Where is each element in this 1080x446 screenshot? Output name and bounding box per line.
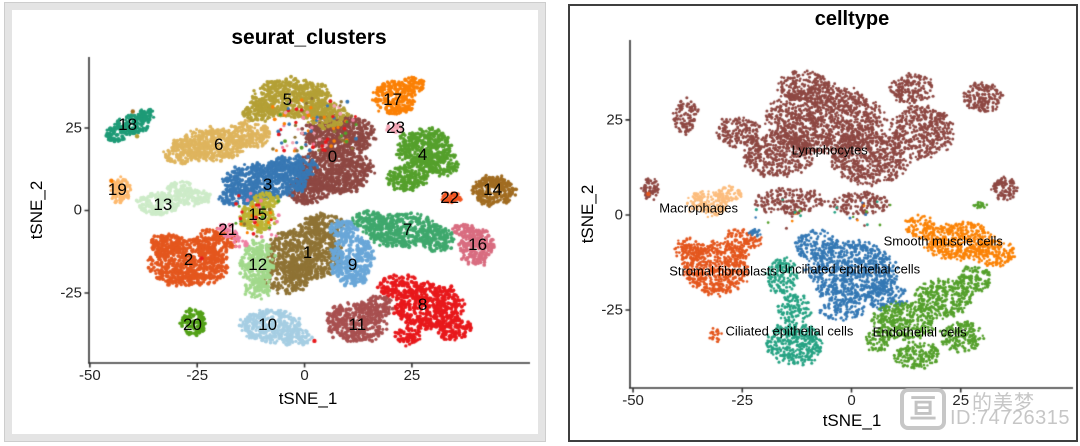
celltype-figure-frame bbox=[568, 4, 1078, 442]
x-axis-label-right: tSNE_1 bbox=[822, 411, 882, 430]
y-axis-label-right: tSNE_2 bbox=[578, 184, 597, 244]
y-axis-label-left: tSNE_2 bbox=[27, 180, 46, 240]
seurat-clusters-figure-frame bbox=[4, 2, 546, 442]
plot-title-seurat-clusters: seurat_clusters bbox=[231, 26, 387, 49]
plot-title-celltype: celltype bbox=[814, 8, 890, 30]
x-axis-label-left: tSNE_1 bbox=[278, 389, 338, 408]
